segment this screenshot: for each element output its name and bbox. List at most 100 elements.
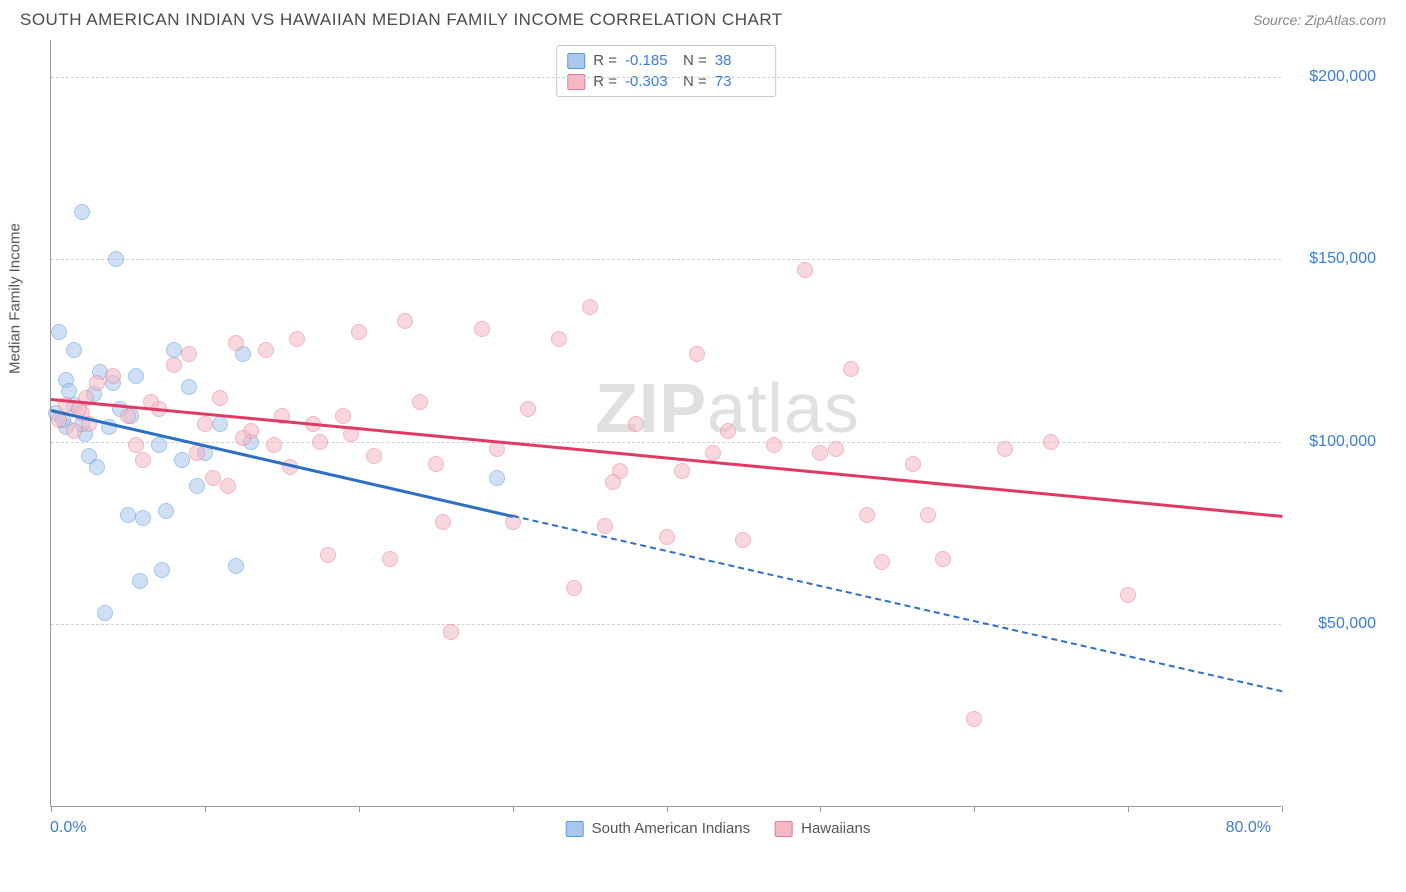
r-value: -0.185 [625, 52, 675, 69]
chart-source: Source: ZipAtlas.com [1253, 12, 1386, 28]
chart-header: SOUTH AMERICAN INDIAN VS HAWAIIAN MEDIAN… [0, 0, 1406, 35]
data-point [105, 368, 121, 384]
gridline [51, 624, 1281, 625]
data-point [89, 375, 105, 391]
data-point [920, 507, 936, 523]
data-point [689, 346, 705, 362]
data-point [874, 554, 890, 570]
x-tick [1128, 806, 1129, 812]
x-tick [359, 806, 360, 812]
data-point [966, 711, 982, 727]
data-point [366, 448, 382, 464]
legend-label: Hawaiians [801, 820, 870, 837]
data-point [108, 251, 124, 267]
x-tick [513, 806, 514, 812]
data-point [935, 551, 951, 567]
data-point [428, 456, 444, 472]
x-axis-max-label: 80.0% [1226, 819, 1271, 837]
x-tick [1282, 806, 1283, 812]
data-point [474, 321, 490, 337]
data-point [189, 445, 205, 461]
data-point [235, 430, 251, 446]
series-swatch [567, 53, 585, 69]
data-point [812, 445, 828, 461]
data-point [551, 331, 567, 347]
series-swatch [775, 821, 793, 837]
series-swatch [566, 821, 584, 837]
data-point [905, 456, 921, 472]
legend-item: South American Indians [566, 820, 750, 837]
r-label: R = [593, 52, 617, 69]
data-point [397, 313, 413, 329]
data-point [128, 368, 144, 384]
data-point [489, 470, 505, 486]
data-point [828, 441, 844, 457]
data-point [228, 335, 244, 351]
x-axis-min-label: 0.0% [50, 819, 86, 837]
data-point [443, 624, 459, 640]
data-point [166, 342, 182, 358]
stats-row: R = -0.185 N = 38 [567, 50, 765, 71]
data-point [61, 383, 77, 399]
data-point [797, 262, 813, 278]
data-point [128, 437, 144, 453]
x-tick [51, 806, 52, 812]
n-value: 38 [715, 52, 765, 69]
data-point [766, 437, 782, 453]
x-tick [974, 806, 975, 812]
chart-title: SOUTH AMERICAN INDIAN VS HAWAIIAN MEDIAN… [20, 10, 783, 30]
data-point [158, 503, 174, 519]
data-point [412, 394, 428, 410]
data-point [189, 478, 205, 494]
gridline [51, 259, 1281, 260]
data-point [605, 474, 621, 490]
x-tick [205, 806, 206, 812]
data-point [289, 331, 305, 347]
x-tick [667, 806, 668, 812]
data-point [151, 437, 167, 453]
data-point [312, 434, 328, 450]
data-point [197, 416, 213, 432]
n-label: N = [683, 52, 707, 69]
data-point [997, 441, 1013, 457]
data-point [382, 551, 398, 567]
data-point [181, 379, 197, 395]
data-point [335, 408, 351, 424]
data-point [720, 423, 736, 439]
data-point [735, 532, 751, 548]
data-point [659, 529, 675, 545]
data-point [205, 470, 221, 486]
data-point [120, 408, 136, 424]
data-point [220, 478, 236, 494]
data-point [351, 324, 367, 340]
stats-row: R =-0.303N =73 [567, 71, 765, 92]
data-point [705, 445, 721, 461]
data-point [135, 510, 151, 526]
data-point [97, 605, 113, 621]
data-point [154, 562, 170, 578]
data-point [120, 507, 136, 523]
data-point [628, 416, 644, 432]
y-tick-label: $50,000 [1318, 615, 1376, 633]
data-point [1120, 587, 1136, 603]
data-point [132, 573, 148, 589]
data-point [66, 423, 82, 439]
data-point [843, 361, 859, 377]
y-axis-title: Median Family Income [7, 223, 24, 374]
data-point [66, 342, 82, 358]
y-tick-label: $200,000 [1309, 68, 1376, 86]
legend-item: Hawaiians [775, 820, 870, 837]
gridline [51, 77, 1281, 78]
plot-area: ZIPatlas R =-0.185N =38R =-0.303N =73 [50, 40, 1281, 807]
data-point [181, 346, 197, 362]
data-point [51, 324, 67, 340]
chart-container: Median Family Income ZIPatlas R =-0.185N… [50, 40, 1386, 842]
legend-label: South American Indians [592, 820, 750, 837]
data-point [174, 452, 190, 468]
data-point [266, 437, 282, 453]
trend-line [51, 398, 1282, 517]
data-point [166, 357, 182, 373]
data-point [212, 416, 228, 432]
x-tick [820, 806, 821, 812]
data-point [258, 342, 274, 358]
